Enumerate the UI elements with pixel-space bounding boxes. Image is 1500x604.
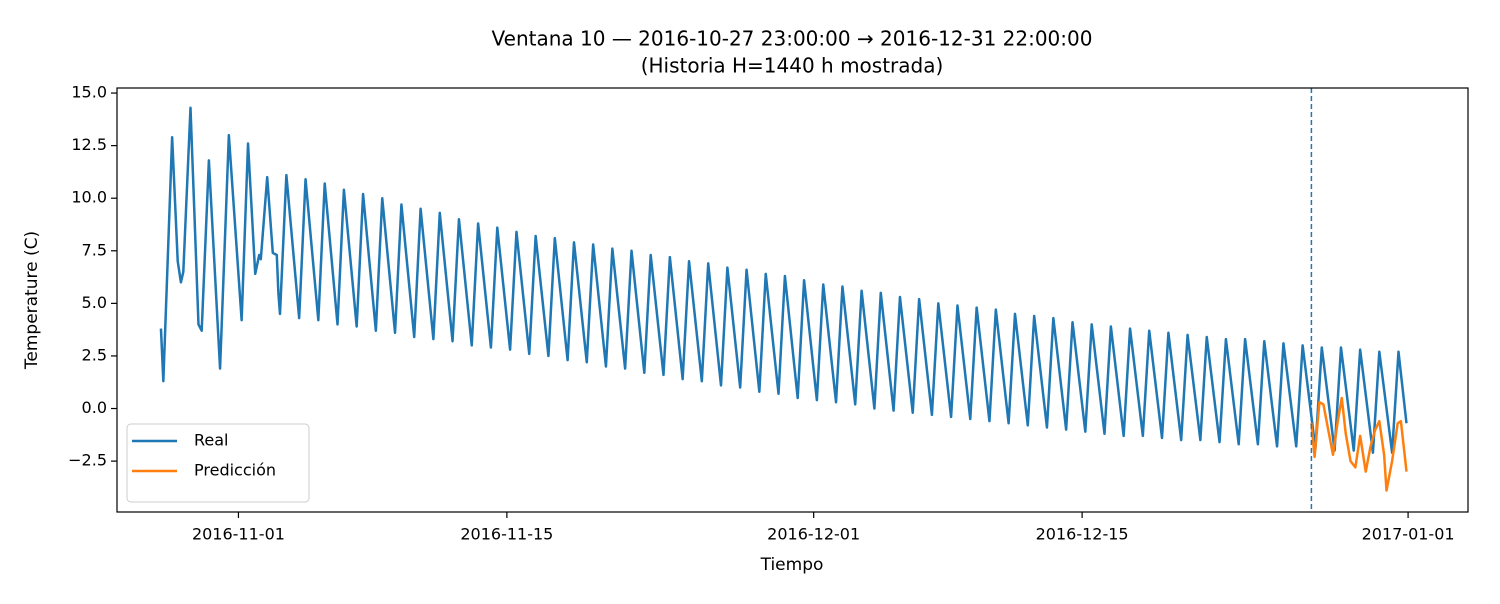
plot-frame: [116, 87, 1469, 513]
data-line: [1310, 396, 1408, 492]
y-tick-label: 15.0: [71, 83, 107, 102]
y-tick-label: 12.5: [71, 135, 107, 154]
chart-title: Ventana 10 — 2016-10-27 23:00:00 → 2016-…: [492, 27, 1093, 51]
x-tick-label: 2016-12-15: [1036, 525, 1129, 544]
legend-label: Predicción: [194, 461, 276, 480]
data-line: [159, 106, 1408, 454]
y-tick-label: 0.0: [82, 398, 107, 417]
legend-box: [126, 423, 310, 503]
y-tick-label: 5.0: [82, 293, 107, 312]
x-tick-label: 2016-11-01: [192, 525, 285, 544]
legend: Real Predicción: [126, 423, 310, 503]
y-tick-label: 2.5: [82, 345, 107, 364]
x-tick-label: 2017-01-01: [1362, 525, 1455, 544]
y-tick-label: 10.0: [71, 188, 107, 207]
y-tick-label: −2.5: [68, 451, 107, 470]
y-axis-label: Temperature (C): [22, 231, 42, 370]
chart-subtitle: (Historia H=1440 h mostrada): [641, 54, 944, 78]
x-axis-label: Tiempo: [760, 555, 824, 575]
y-tick-label: 7.5: [82, 240, 107, 259]
legend-label: Real: [194, 431, 229, 450]
x-tick-label: 2016-12-01: [767, 525, 860, 544]
x-tick-label: 2016-11-15: [460, 525, 553, 544]
